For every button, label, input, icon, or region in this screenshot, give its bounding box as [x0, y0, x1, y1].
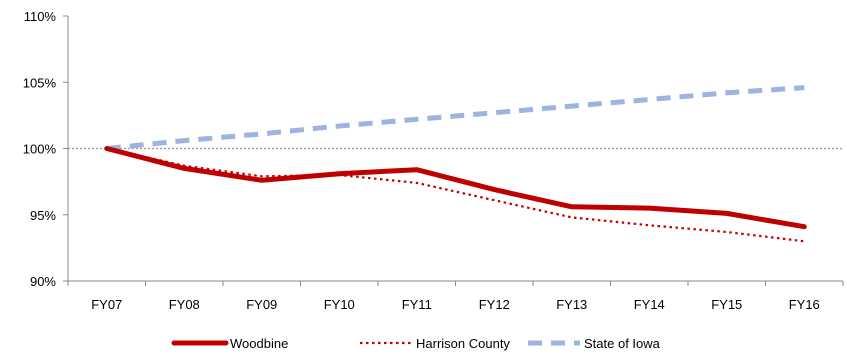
- series-line-woodbine: [104, 146, 807, 230]
- x-tick-label: FY16: [789, 297, 820, 312]
- x-axis: FY07 FY08 FY09 FY10 FY11 FY12 FY13 FY14 FY15 FY16: [67, 280, 844, 312]
- x-tick-label: FY15: [711, 297, 742, 312]
- x-tick-label: FY09: [246, 297, 277, 312]
- y-tick-label: 95%: [30, 208, 56, 223]
- y-tick-label: 90%: [30, 274, 56, 289]
- y-tick-label: 100%: [23, 142, 57, 157]
- x-tick-label: FY10: [324, 297, 355, 312]
- x-tick-label: FY08: [169, 297, 200, 312]
- legend: Woodbine Harrison County State of Iowa: [171, 336, 661, 351]
- x-tick-label: FY14: [634, 297, 665, 312]
- x-tick-label: FY13: [556, 297, 587, 312]
- y-tick-label: 105%: [23, 75, 57, 90]
- x-tick-label: FY12: [479, 297, 510, 312]
- x-tick-label: FY11: [402, 297, 432, 312]
- series-line-state-of-iowa: [106, 85, 805, 151]
- legend-label-harrison-county: Harrison County: [416, 336, 510, 351]
- series-layer: [68, 85, 843, 243]
- series-line-harrison-county: [106, 147, 805, 243]
- x-tick-label: FY07: [91, 297, 122, 312]
- legend-label-woodbine: Woodbine: [230, 336, 288, 351]
- legend-label-state-of-iowa: State of Iowa: [584, 336, 661, 351]
- y-tick-label: 110%: [24, 9, 57, 24]
- y-axis: 90% 95% 100% 105% 110%: [23, 9, 69, 289]
